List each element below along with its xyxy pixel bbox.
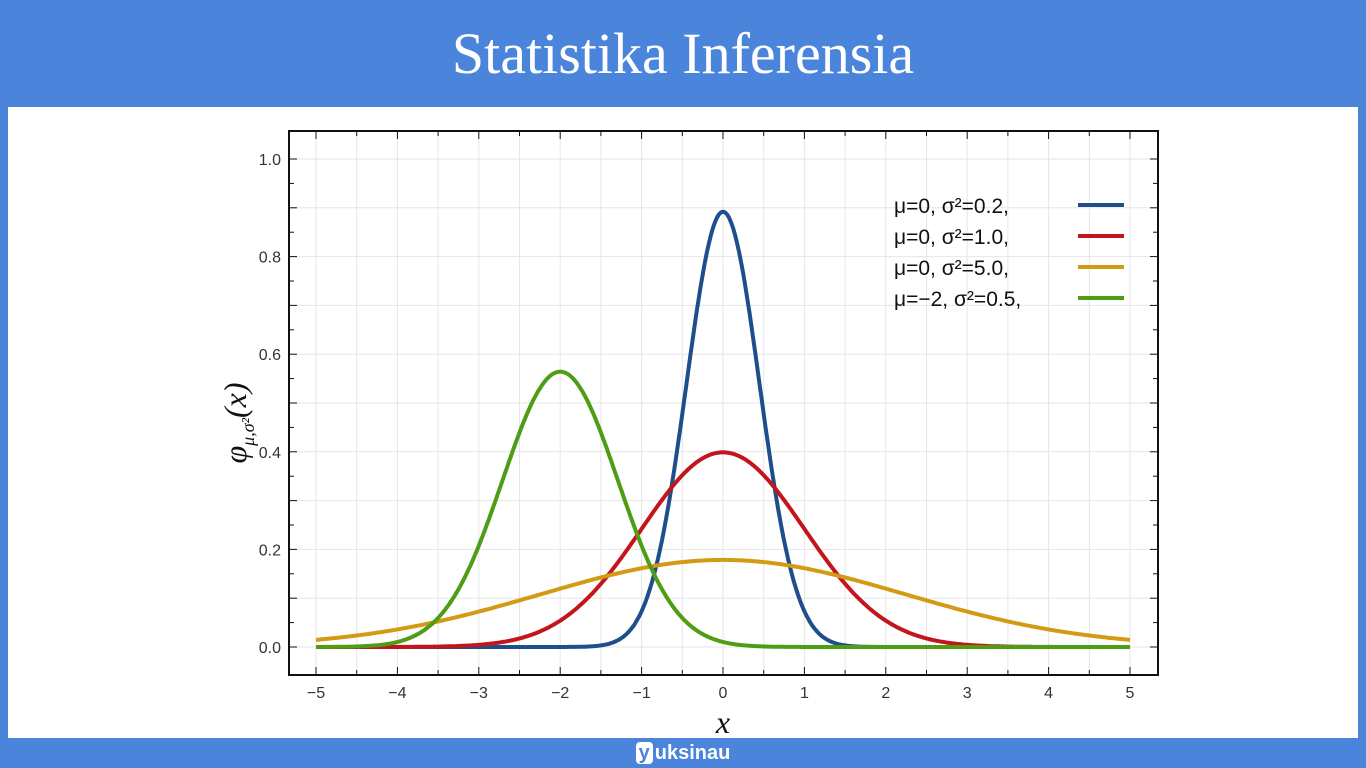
x-tick-label: 1 [800,685,809,702]
x-tick-label: −1 [632,685,650,702]
x-tick-label: 0 [719,685,728,702]
x-tick-label: −3 [470,685,488,702]
x-tick-label: 5 [1126,685,1135,702]
x-tick-label: −4 [388,685,406,702]
y-tick-label: 0.8 [259,250,281,267]
y-tick-label: 0.2 [259,542,281,559]
legend-label-3: μ=−2, σ²=0.5, [894,288,1021,311]
svg-text:φμ,σ²(x): φμ,σ²(x) [217,382,258,463]
x-tick-label: 4 [1044,685,1053,702]
x-axis-label: x [715,704,730,738]
x-tick-label: 3 [963,685,972,702]
logo-letter: y [635,742,653,764]
series-line-3 [316,369,1130,649]
y-tick-label: 0.6 [259,347,281,364]
slide-title: Statistika Inferensia [451,21,915,86]
x-tick-label: −5 [307,685,325,702]
y-tick-label: 1.0 [259,152,281,169]
normal-distribution-chart: −5 −4 −3 −2 −1 0 1 2 3 4 5 0.0 0.2 0.4 0.6 0.8 1.0 x φμ,σ²… [217,130,1159,738]
series-line-2 [315,557,1131,642]
y-tick-label: 0.4 [259,445,281,462]
footer-logo: y uksinau [0,738,1366,768]
y-axis-label: φμ,σ²(x) [217,382,258,463]
x-tick-label: 2 [881,685,890,702]
legend-label-1: μ=0, σ²=1.0, [894,226,1009,249]
y-tick-label: 0.0 [259,640,281,657]
legend-label-0: μ=0, σ²=0.2, [894,195,1009,218]
logo-text: uksinau [654,741,731,764]
x-tick-label: −2 [551,685,569,702]
chart-panel: −5 −4 −3 −2 −1 0 1 2 3 4 5 0.0 0.2 0.4 0.6 0.8 1.0 x φμ,σ²… [8,107,1358,738]
legend-label-2: μ=0, σ²=5.0, [894,257,1009,280]
